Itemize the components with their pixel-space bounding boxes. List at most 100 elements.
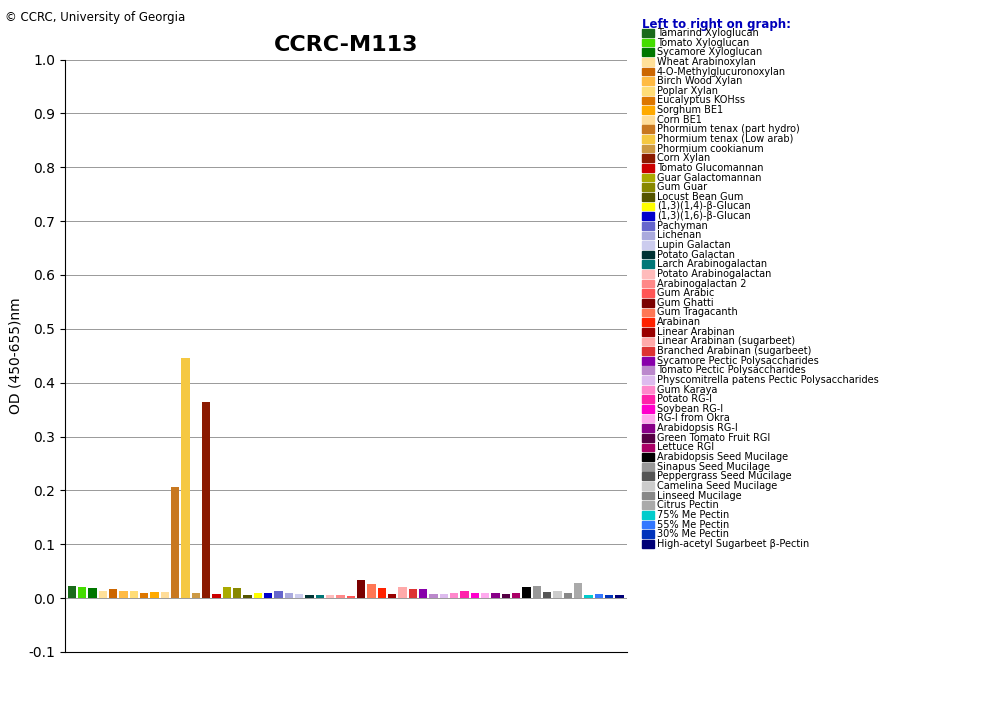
- Bar: [140, 592, 148, 598]
- Text: Tomato Glucomannan: Tomato Glucomannan: [656, 163, 762, 173]
- Text: Phormium tenax (Low arab): Phormium tenax (Low arab): [656, 134, 792, 144]
- Bar: [284, 592, 293, 598]
- Text: Corn BE1: Corn BE1: [656, 115, 701, 125]
- Bar: [202, 402, 210, 598]
- Text: Soybean RG-I: Soybean RG-I: [656, 404, 722, 414]
- Text: Phormium tenax (part hydro): Phormium tenax (part hydro): [656, 124, 798, 135]
- Text: Sorghum BE1: Sorghum BE1: [656, 105, 722, 115]
- Text: Gum Arabic: Gum Arabic: [656, 288, 714, 298]
- Bar: [409, 589, 416, 598]
- Bar: [213, 594, 221, 598]
- Text: Locust Bean Gum: Locust Bean Gum: [656, 192, 743, 202]
- Text: Gum Ghatti: Gum Ghatti: [656, 298, 713, 308]
- Text: Sycamore Pectic Polysaccharides: Sycamore Pectic Polysaccharides: [656, 355, 818, 366]
- Text: Sycamore Xyloglucan: Sycamore Xyloglucan: [656, 47, 761, 57]
- Bar: [398, 587, 407, 598]
- Text: Arabinan: Arabinan: [656, 317, 700, 327]
- Text: RG-I from Okra: RG-I from Okra: [656, 414, 729, 423]
- Bar: [449, 592, 458, 598]
- Bar: [357, 580, 365, 598]
- Text: Linseed Mucilage: Linseed Mucilage: [656, 491, 741, 501]
- Text: Lettuce RGI: Lettuce RGI: [656, 442, 713, 452]
- Bar: [429, 594, 437, 598]
- Bar: [347, 596, 355, 598]
- Bar: [223, 587, 231, 598]
- Bar: [109, 590, 117, 598]
- Bar: [481, 592, 489, 598]
- Title: CCRC-M113: CCRC-M113: [273, 35, 417, 55]
- Bar: [594, 594, 602, 598]
- Text: Lupin Galactan: Lupin Galactan: [656, 240, 730, 250]
- Bar: [501, 594, 510, 598]
- Text: Tomato Xyloglucan: Tomato Xyloglucan: [656, 38, 748, 48]
- Text: Citrus Pectin: Citrus Pectin: [656, 501, 718, 510]
- Text: Potato Galactan: Potato Galactan: [656, 250, 734, 259]
- Bar: [326, 595, 334, 598]
- Bar: [253, 592, 261, 598]
- Text: Camelina Seed Mucilage: Camelina Seed Mucilage: [656, 481, 776, 491]
- Bar: [88, 588, 96, 598]
- Bar: [336, 595, 344, 598]
- Text: Peppergrass Seed Mucilage: Peppergrass Seed Mucilage: [656, 471, 790, 482]
- Text: Larch Arabinogalactan: Larch Arabinogalactan: [656, 259, 766, 269]
- Text: Linear Arabinan: Linear Arabinan: [656, 327, 734, 336]
- Text: Tomato Pectic Polysaccharides: Tomato Pectic Polysaccharides: [656, 365, 804, 375]
- Bar: [295, 594, 303, 598]
- Bar: [192, 592, 200, 598]
- Bar: [543, 592, 551, 598]
- Text: Gum Guar: Gum Guar: [656, 182, 706, 192]
- Text: 30% Me Pectin: 30% Me Pectin: [656, 529, 728, 539]
- Bar: [150, 592, 159, 598]
- Bar: [68, 586, 76, 598]
- Text: Gum Karaya: Gum Karaya: [656, 385, 717, 395]
- Text: Arabidopsis Seed Mucilage: Arabidopsis Seed Mucilage: [656, 452, 787, 462]
- Bar: [171, 486, 179, 598]
- Bar: [564, 592, 572, 598]
- Text: High-acetyl Sugarbeet β-Pectin: High-acetyl Sugarbeet β-Pectin: [656, 539, 808, 549]
- Text: Left to right on graph:: Left to right on graph:: [641, 18, 790, 31]
- Bar: [98, 591, 107, 598]
- Text: Lichenan: Lichenan: [656, 231, 701, 240]
- Text: Green Tomato Fruit RGI: Green Tomato Fruit RGI: [656, 433, 769, 443]
- Text: Physcomitrella patens Pectic Polysaccharides: Physcomitrella patens Pectic Polysacchar…: [656, 375, 878, 385]
- Bar: [615, 595, 623, 598]
- Text: Poplar Xylan: Poplar Xylan: [656, 86, 717, 96]
- Text: Sinapus Seed Mucilage: Sinapus Seed Mucilage: [656, 462, 769, 472]
- Bar: [378, 588, 386, 598]
- Bar: [274, 591, 282, 598]
- Bar: [470, 593, 478, 598]
- Bar: [491, 592, 499, 598]
- Text: 4-O-Methylglucuronoxylan: 4-O-Methylglucuronoxylan: [656, 67, 785, 76]
- Bar: [305, 595, 313, 598]
- Bar: [119, 591, 127, 598]
- Bar: [532, 586, 541, 598]
- Bar: [388, 594, 396, 598]
- Bar: [263, 592, 272, 598]
- Bar: [315, 595, 324, 598]
- Bar: [233, 588, 242, 598]
- Text: 55% Me Pectin: 55% Me Pectin: [656, 519, 729, 529]
- Text: (1,3)(1,4)-β-Glucan: (1,3)(1,4)-β-Glucan: [656, 201, 749, 212]
- Text: 75% Me Pectin: 75% Me Pectin: [656, 510, 729, 520]
- Text: Corn Xylan: Corn Xylan: [656, 154, 710, 163]
- Bar: [181, 358, 190, 598]
- Bar: [574, 583, 581, 598]
- Text: Gum Tragacanth: Gum Tragacanth: [656, 308, 737, 318]
- Y-axis label: OD (450-655)nm: OD (450-655)nm: [9, 297, 23, 414]
- Text: Eucalyptus KOHss: Eucalyptus KOHss: [656, 95, 744, 105]
- Bar: [522, 587, 530, 598]
- Bar: [161, 592, 169, 598]
- Text: Birch Wood Xylan: Birch Wood Xylan: [656, 76, 742, 86]
- Bar: [244, 595, 251, 598]
- Bar: [367, 583, 376, 598]
- Bar: [418, 590, 427, 598]
- Text: Wheat Arabinoxylan: Wheat Arabinoxylan: [656, 57, 754, 67]
- Text: Arabinogalactan 2: Arabinogalactan 2: [656, 278, 746, 289]
- Text: Phormium cookianum: Phormium cookianum: [656, 144, 762, 154]
- Text: Guar Galactomannan: Guar Galactomannan: [656, 172, 760, 182]
- Bar: [604, 595, 612, 598]
- Text: Linear Arabinan (sugarbeet): Linear Arabinan (sugarbeet): [656, 336, 794, 346]
- Bar: [583, 595, 592, 598]
- Bar: [439, 594, 447, 598]
- Text: Pachyman: Pachyman: [656, 221, 707, 231]
